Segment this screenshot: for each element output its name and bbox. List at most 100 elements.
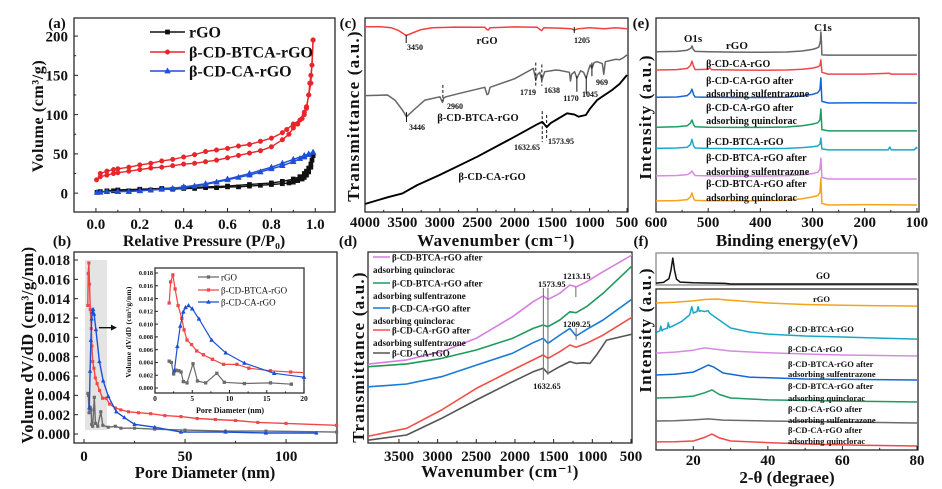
- peak-label: 969: [596, 78, 608, 87]
- data-point: [132, 426, 137, 430]
- series-beta-cd-ca-rgo-after-adsorbing-sulfentrazone: [656, 77, 917, 104]
- data-point: [174, 343, 180, 349]
- curve-label: β-CD-CA-rGO after: [788, 425, 862, 435]
- arrow-head-icon: [110, 324, 117, 331]
- data-point: [177, 323, 183, 328]
- y-tick-label: 0.014: [139, 296, 154, 303]
- y-tick-label: 0.008: [139, 334, 153, 341]
- legend-marker: [206, 299, 211, 304]
- legend-item: rGO: [150, 25, 221, 42]
- series-line: [656, 177, 917, 206]
- data-point: [234, 418, 238, 423]
- legend-label: β-CD-BTCA-rGO after: [392, 253, 482, 263]
- x-tick-label: 15: [263, 394, 271, 403]
- x-tick-label: 0: [153, 394, 157, 403]
- series-beta-cd-ca-rgo-after-adsorbing-quinclorac: [656, 433, 918, 447]
- x-tick-label: 1000: [575, 215, 605, 231]
- data-point: [271, 370, 277, 376]
- x-tick-label: 600: [645, 215, 668, 231]
- peak-label: 1045: [582, 90, 598, 99]
- x-tick-label: 0.4: [174, 217, 193, 233]
- data-point: [196, 316, 202, 321]
- x-tick-label: 2000: [500, 449, 530, 465]
- inset-legend: rGO β-CD-BTCA-rGO β-CD-CA-rGO: [198, 272, 288, 307]
- data-point: [225, 183, 230, 189]
- x-tick-label: 200: [853, 215, 876, 231]
- series-beta-cd-btca-rgo: [656, 305, 918, 340]
- data-point: [286, 180, 292, 186]
- legend-label: adsorbing quinclorac: [373, 316, 455, 326]
- data-point: [223, 350, 229, 355]
- data-point: [90, 306, 96, 311]
- x-tick-label: 400: [749, 215, 772, 231]
- curve-label: adsorbing quinclorac: [788, 436, 865, 446]
- data-point: [309, 157, 315, 163]
- peak-label: 3446: [409, 123, 425, 132]
- data-point: [235, 362, 239, 367]
- curve-label: adsorbing sulfentrazone: [706, 167, 810, 178]
- data-point: [181, 154, 187, 160]
- data-point: [203, 148, 209, 155]
- data-point: [235, 143, 242, 149]
- data-point: [107, 402, 112, 406]
- series-line: [168, 274, 304, 374]
- data-point: [223, 429, 228, 434]
- data-point: [86, 272, 90, 276]
- y-tick-label: 0.012: [139, 309, 153, 316]
- series-beta-cd-btca-rgo: [365, 54, 628, 118]
- data-point: [185, 338, 189, 342]
- legend-label: β-CD-CA-rGO: [392, 349, 450, 359]
- series-beta-cd-ca-rgo: [656, 59, 917, 75]
- y-tick-label: 0.018: [139, 270, 153, 277]
- x-tick-label: 60: [835, 453, 850, 469]
- y-tick-label: 0.010: [37, 330, 70, 346]
- data-point: [246, 141, 253, 148]
- data-point: [97, 170, 103, 177]
- data-point: [91, 311, 97, 316]
- series-line: [365, 54, 628, 118]
- data-point: [93, 421, 98, 425]
- data-point: [91, 359, 95, 364]
- data-point: [290, 176, 296, 182]
- y-tick-label: 0.016: [37, 272, 70, 288]
- data-point: [301, 109, 307, 115]
- y-axis-title: Intensity (a.u.): [636, 54, 655, 179]
- x-axis-title: Binding energy(eV): [716, 231, 858, 250]
- data-point: [295, 178, 301, 183]
- data-point: [168, 280, 173, 284]
- data-point: [279, 137, 285, 143]
- data-point: [176, 303, 180, 308]
- curve-label: adsorbing quinclorac: [788, 393, 865, 403]
- data-point: [93, 376, 97, 380]
- x-tick-label: 0.2: [130, 217, 149, 233]
- series-rgo: [656, 31, 917, 56]
- series-line: [656, 31, 917, 56]
- data-point: [286, 131, 292, 137]
- data-point: [268, 381, 273, 385]
- data-point: [297, 117, 303, 123]
- series-beta-cd-btca-rgo-after-adsorbing-sulfentrazone: [656, 157, 917, 180]
- data-point: [246, 150, 253, 156]
- y-axis-title: Volume (cm³/g): [30, 60, 47, 173]
- curve-label: β-CD-CA-rGO: [788, 344, 843, 354]
- data-point: [179, 415, 183, 419]
- y-tick-label: 0.000: [139, 385, 153, 392]
- data-point: [279, 130, 285, 136]
- curve-label: adsorbing sulfentrazone: [788, 369, 876, 379]
- x-tick-label: 1.0: [306, 217, 325, 233]
- y-tick-label: 0.006: [37, 369, 70, 385]
- data-point: [87, 261, 91, 265]
- data-point: [148, 165, 154, 171]
- panel-f: (f) GO rGO β-CD-BTCA-rGO β-CD-CA-rGO β-CD-BTC…: [634, 234, 925, 487]
- peak-label: 1719: [520, 88, 536, 97]
- data-point: [308, 72, 314, 78]
- data-point: [93, 327, 99, 332]
- panel-label: (c): [340, 16, 357, 32]
- legend-item: β-CD-CA-rGO after adsorbing sulfentrazone: [373, 326, 470, 348]
- legend-label: rGO: [221, 272, 237, 282]
- data-point: [284, 421, 288, 425]
- data-point: [195, 349, 199, 353]
- data-point: [171, 273, 175, 277]
- series-beta-cd-btca-rgo-after-adsorbing-quinclorac: [656, 177, 917, 206]
- legend: rGO β-CD-BTCA-rGO β-CD-CA-rGO: [150, 25, 313, 81]
